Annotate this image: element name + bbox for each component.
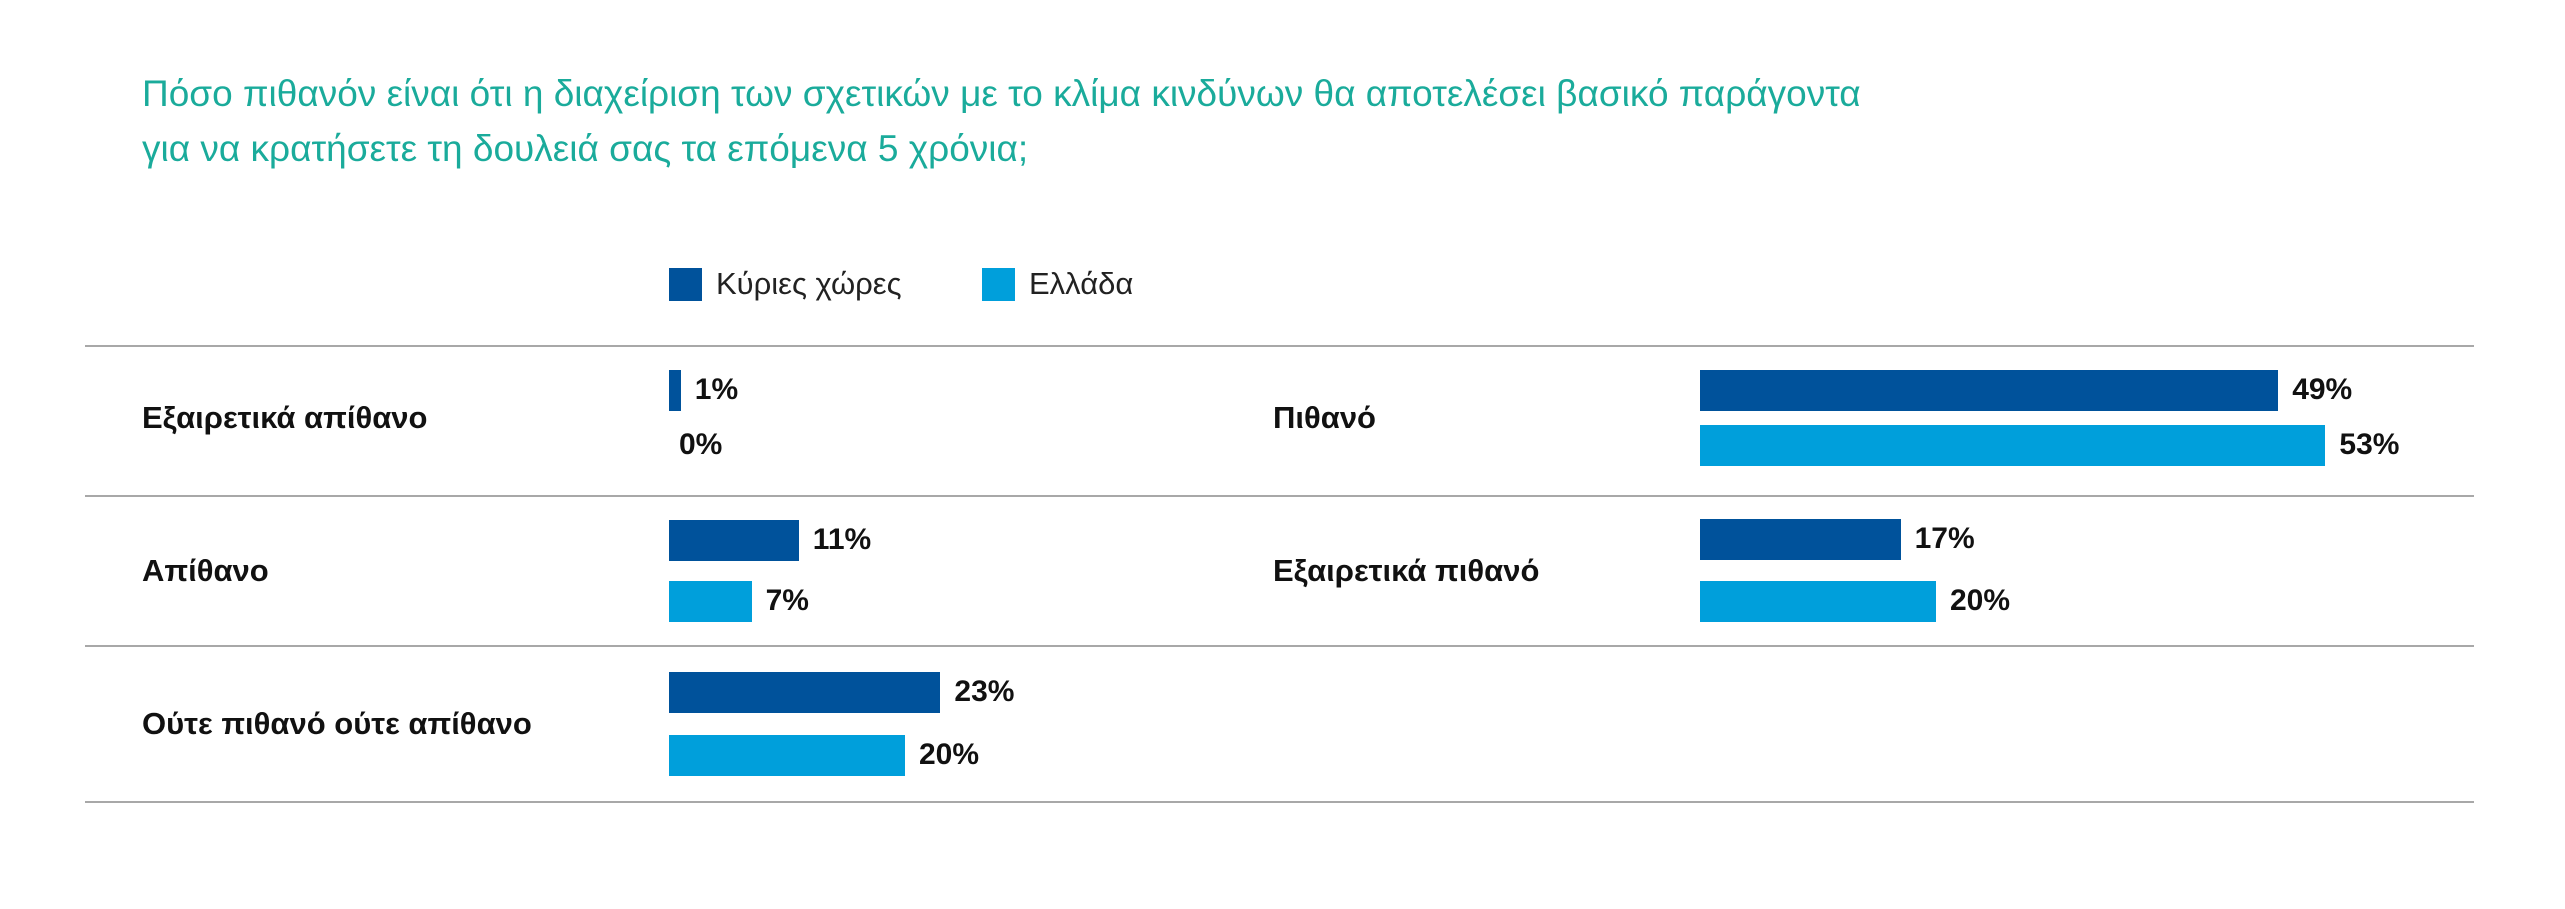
legend-item-main-countries: Κύριες χώρες: [669, 266, 902, 302]
row-divider: [85, 345, 2474, 347]
bar-greece: [1700, 581, 1936, 622]
row-divider: [85, 495, 2474, 497]
value-label: 17%: [1914, 522, 1975, 555]
bar-greece: [1700, 425, 2326, 466]
legend-swatch: [982, 267, 1015, 301]
legend-label: Κύριες χώρες: [716, 266, 902, 301]
row-divider: [85, 645, 2474, 647]
value-label: 20%: [1950, 584, 2011, 617]
bar-main-countries: [669, 370, 681, 411]
category-label: Πιθανό: [1273, 400, 1376, 435]
category-label: Εξαιρετικά απίθανο: [142, 400, 428, 435]
bar-main-countries: [669, 672, 941, 713]
value-label: 0%: [679, 428, 723, 461]
category-label: Εξαιρετικά πιθανό: [1273, 552, 1540, 588]
bar-main-countries: [1700, 519, 1901, 560]
value-label: 1%: [694, 373, 739, 406]
chart-title: Πόσο πιθανόν είναι ότι η διαχείριση των …: [142, 66, 2342, 176]
value-label: 49%: [2292, 373, 2353, 406]
value-label: 11%: [812, 523, 872, 556]
legend-item-greece: Ελλάδα: [982, 266, 1133, 302]
value-label: 7%: [765, 584, 809, 617]
row-divider: [85, 801, 2474, 803]
legend-label: Ελλάδα: [1029, 266, 1134, 301]
bar-greece: [669, 581, 752, 622]
category-label: Απίθανο: [142, 553, 269, 588]
bar-main-countries: [669, 520, 799, 561]
bar-greece: [669, 735, 905, 776]
category-label: Ούτε πιθανό ούτε απίθανο: [142, 706, 532, 741]
title-line-2: για να κρατήσετε τη δουλειά σας τα επόμε…: [142, 128, 1029, 169]
value-label: 53%: [2339, 428, 2400, 461]
bar-main-countries: [1700, 370, 2279, 411]
title-line-1: Πόσο πιθανόν είναι ότι η διαχείριση των …: [142, 73, 1861, 114]
value-label: 20%: [919, 738, 980, 771]
legend-swatch: [669, 267, 702, 301]
value-label: 23%: [954, 675, 1015, 708]
